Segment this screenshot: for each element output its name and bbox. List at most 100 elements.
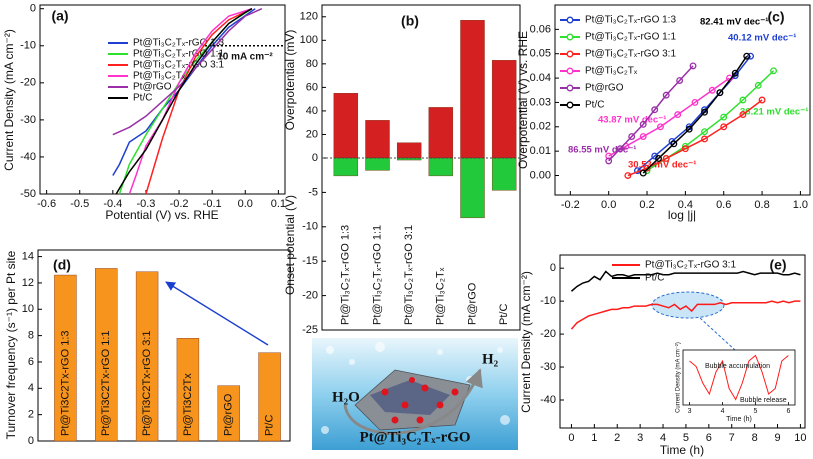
y-tick-label: -30	[540, 361, 556, 373]
y-tick-label: 0	[30, 3, 36, 15]
bar	[460, 157, 485, 219]
y-axis-label: Overpotential (mV)	[283, 30, 297, 131]
legend-label: Pt@Ti₃C₂Tₓ-rGO 1:1	[133, 49, 224, 60]
x-axis-label: log |j|	[668, 208, 696, 222]
legend-label: Pt@Ti₃C₂Tₓ	[585, 66, 638, 77]
data-point	[747, 52, 755, 60]
y-tick-label: 40	[306, 105, 318, 117]
x-tick-label: 6	[706, 432, 712, 444]
data-point	[643, 164, 651, 172]
x-tick-label: 1	[591, 432, 597, 444]
inset-frame	[682, 349, 796, 406]
slope-label: 40.12 mV dec⁻¹	[728, 33, 796, 44]
legend-marker	[566, 67, 574, 75]
panel-label: (b)	[401, 13, 419, 29]
bar	[258, 352, 281, 442]
y-axis-label: Onset potential (V)	[283, 195, 297, 295]
y-tick-label: -10	[302, 221, 318, 233]
reaction-arrow	[343, 368, 483, 435]
legend-marker	[566, 16, 574, 24]
x-tick-label: 10	[794, 432, 806, 444]
y-axis-label: Turnover frequency (s⁻¹) per Pt site	[4, 250, 18, 439]
y-tick-label: 0.00	[530, 169, 551, 181]
y-tick-label: 8	[28, 330, 34, 342]
bar	[396, 157, 422, 161]
x-tick-label: 7	[729, 432, 735, 444]
bar	[135, 271, 159, 442]
category-label: Pt@rGO	[466, 282, 478, 325]
inset-x-tick-label: 5	[754, 408, 758, 415]
legend-label: Pt/C	[585, 100, 604, 111]
panel-label: (a)	[51, 8, 68, 24]
series-line	[115, 8, 253, 195]
data-point	[770, 67, 778, 75]
x-tick-label: 0.0	[238, 198, 253, 210]
data-point	[628, 133, 636, 140]
y-tick-label: 10	[22, 303, 34, 315]
x-tick-label: -0.6	[37, 198, 56, 210]
series-line	[128, 7, 253, 195]
y-tick-label: 80	[306, 58, 318, 70]
bar	[428, 107, 454, 159]
bar	[217, 385, 240, 442]
x-tick-label: 2	[614, 432, 620, 444]
data-point	[651, 106, 659, 114]
comparison-arrow	[165, 281, 269, 346]
bar	[396, 142, 422, 159]
data-point	[662, 91, 670, 99]
legend-label: Pt@rGO	[133, 82, 172, 93]
legend-marker	[566, 33, 574, 41]
data-point	[670, 140, 678, 148]
inset-annotation: Bubble accumulation	[705, 363, 770, 370]
y-tick-label: 0	[312, 152, 318, 164]
legend-label: Pt@Ti₃C₂Tₓ-rGO 3:1	[133, 60, 224, 71]
slope-label: 36.21 mV dec⁻¹	[740, 107, 808, 118]
y-tick-label: -5	[308, 186, 318, 198]
x-tick-label: -0.4	[103, 198, 122, 210]
legend-label: Pt@Ti₃C₂Tₓ-rGO 1:3	[585, 15, 676, 26]
data-point	[616, 145, 624, 153]
category-label: Pt@Ti₃C₂Tₓ-rGO 3:1	[403, 225, 415, 325]
bar	[365, 120, 390, 159]
plot-frame	[554, 4, 811, 196]
inset-x-tick-label: 4	[721, 408, 725, 415]
inset-x-tick-label: 6	[786, 408, 790, 415]
legend-label: Pt@Ti₃C₂Tₓ-rGO 3:1	[585, 49, 676, 60]
data-point	[605, 157, 613, 165]
data-point	[685, 125, 693, 133]
category-label: Pt@Ti₃C₂Tₓ-rGO 1:3	[340, 225, 352, 325]
y-tick-label: -10	[20, 40, 36, 52]
slope-label: 86.55 mV dec⁻¹	[568, 145, 636, 156]
inset-annotation: Bubble release	[740, 397, 787, 404]
y-tick-label: 0.06	[530, 23, 551, 35]
data-point	[681, 145, 689, 153]
category-label: Pt@rGO	[223, 393, 235, 436]
x-tick-label: 0.6	[716, 199, 731, 211]
data-point	[662, 155, 670, 162]
hydrogen-label: H₂	[482, 351, 499, 367]
series-line	[570, 270, 801, 292]
legend-label: Pt@Ti₃C₂Tₓ-rGO 1:1	[585, 32, 676, 43]
data-point	[731, 69, 739, 77]
category-label: Pt@Ti₃C₂Tₓ-rGO 1:1	[371, 225, 383, 325]
category-label: Pt/C	[263, 415, 275, 436]
y-tick-label: 120	[300, 11, 318, 23]
data-point	[701, 108, 708, 116]
x-tick-label: 5	[683, 432, 689, 444]
bar	[176, 338, 200, 442]
y-tick-label: -40	[540, 394, 556, 406]
x-tick-label: -0.3	[136, 198, 155, 210]
y-tick-label: 0.05	[530, 48, 551, 60]
data-point	[739, 111, 747, 119]
legend-marker	[566, 101, 574, 109]
category-label: Pt@Ti3C2Tx-rGO 1:3	[59, 331, 71, 437]
pt-particles	[381, 377, 459, 424]
legend-label: Pt@Ti₃C₂Tₓ	[133, 71, 186, 82]
slope-label: 82.41 mV dec⁻¹	[700, 17, 768, 28]
highlight-connector	[699, 317, 736, 351]
y-tick-label: 0.04	[530, 72, 551, 84]
inset-x-tick-label: 3	[688, 408, 692, 415]
data-point	[639, 133, 647, 140]
bubbles	[321, 342, 510, 434]
y-tick-label: 14	[22, 250, 34, 262]
